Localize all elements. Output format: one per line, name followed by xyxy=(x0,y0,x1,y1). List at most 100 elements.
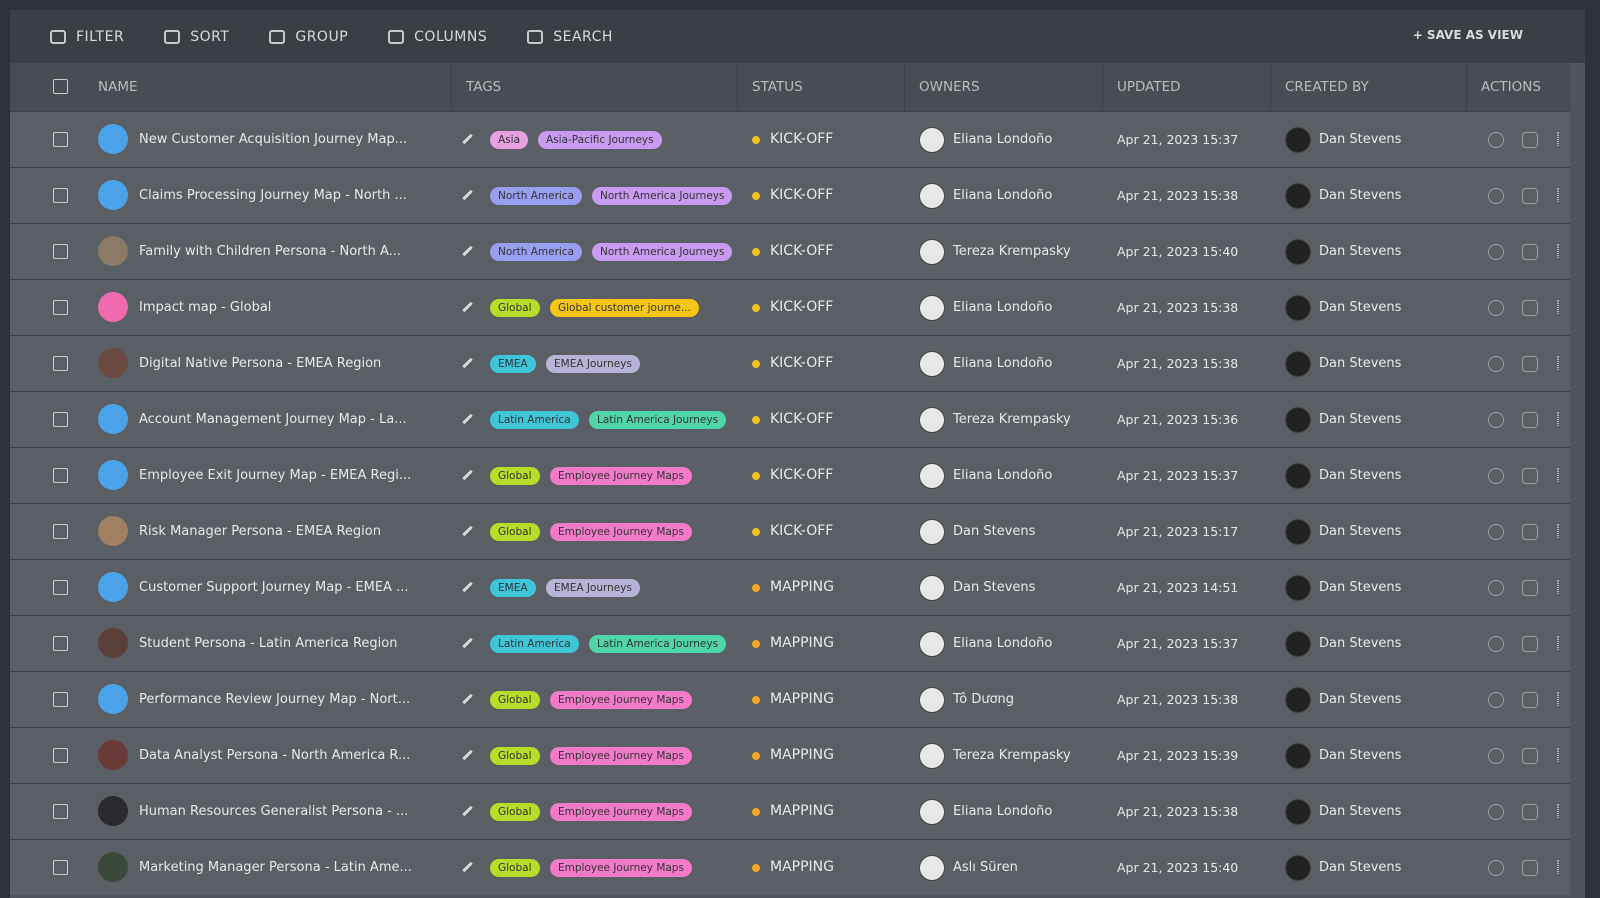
select-all[interactable] xyxy=(53,79,68,94)
more-action[interactable] xyxy=(1557,132,1559,146)
edit-tags[interactable] xyxy=(462,357,473,369)
table-row[interactable]: New Customer Acquisition Journey Map... A… xyxy=(10,111,1570,167)
comment-action[interactable] xyxy=(1488,580,1504,596)
comment-action[interactable] xyxy=(1488,804,1504,820)
duplicate-action[interactable] xyxy=(1522,300,1538,316)
item-name[interactable]: Performance Review Journey Map - Nort... xyxy=(139,692,411,707)
comment-action[interactable] xyxy=(1488,300,1504,316)
duplicate-action[interactable] xyxy=(1522,468,1538,484)
edit-tags[interactable] xyxy=(462,245,473,257)
item-name[interactable]: Marketing Manager Persona - Latin Ame... xyxy=(139,860,412,875)
row-checkbox[interactable] xyxy=(53,356,68,371)
toolbar-button[interactable]: SORT xyxy=(164,29,229,45)
item-name[interactable]: Impact map - Global xyxy=(139,300,272,315)
table-row[interactable]: Risk Manager Persona - EMEA Region Global… xyxy=(10,503,1570,559)
row-checkbox[interactable] xyxy=(53,692,68,707)
table-row[interactable]: Digital Native Persona - EMEA Region EMEA… xyxy=(10,335,1570,391)
toolbar-icon[interactable] xyxy=(388,29,405,44)
toolbar-label[interactable]: COLUMNS xyxy=(414,28,488,45)
more-action[interactable] xyxy=(1557,860,1559,874)
edit-tags[interactable] xyxy=(462,861,473,873)
comment-action[interactable] xyxy=(1488,692,1504,708)
row-checkbox[interactable] xyxy=(53,244,68,259)
duplicate-action[interactable] xyxy=(1522,524,1538,540)
comment-action[interactable] xyxy=(1488,356,1504,372)
table-row[interactable]: Human Resources Generalist Persona - ...… xyxy=(10,783,1570,839)
comment-action[interactable] xyxy=(1488,468,1504,484)
table-row[interactable]: Student Persona - Latin America Region La… xyxy=(10,615,1570,671)
comment-action[interactable] xyxy=(1488,244,1504,260)
table-row[interactable]: Customer Support Journey Map - EMEA ... E… xyxy=(10,559,1570,615)
more-action[interactable] xyxy=(1557,468,1559,482)
toolbar-button[interactable]: SEARCH xyxy=(527,29,613,45)
item-name[interactable]: Student Persona - Latin America Region xyxy=(139,636,398,651)
row-checkbox[interactable] xyxy=(53,132,68,147)
comment-action[interactable] xyxy=(1488,132,1504,148)
edit-tags[interactable] xyxy=(462,469,473,481)
more-action[interactable] xyxy=(1557,356,1559,370)
item-name[interactable]: Human Resources Generalist Persona - ... xyxy=(139,804,409,819)
column-header[interactable]: ACTIONS xyxy=(1481,79,1541,95)
toolbar-label[interactable]: FILTER xyxy=(76,28,125,45)
row-checkbox[interactable] xyxy=(53,468,68,483)
save-as-view[interactable]: + SAVE AS VIEW xyxy=(1412,28,1523,42)
duplicate-action[interactable] xyxy=(1522,580,1538,596)
item-name[interactable]: Customer Support Journey Map - EMEA ... xyxy=(139,580,409,595)
comment-action[interactable] xyxy=(1488,412,1504,428)
column-header[interactable]: TAGS xyxy=(466,79,502,95)
toolbar-label[interactable]: SEARCH xyxy=(553,28,613,45)
item-name[interactable]: Risk Manager Persona - EMEA Region xyxy=(139,524,381,539)
toolbar-button[interactable]: GROUP xyxy=(269,29,348,45)
edit-tags[interactable] xyxy=(462,189,473,201)
duplicate-action[interactable] xyxy=(1522,132,1538,148)
more-action[interactable] xyxy=(1557,580,1559,594)
edit-tags[interactable] xyxy=(462,749,473,761)
item-name[interactable]: Data Analyst Persona - North America R..… xyxy=(139,748,411,763)
more-action[interactable] xyxy=(1557,524,1559,538)
row-checkbox[interactable] xyxy=(53,748,68,763)
duplicate-action[interactable] xyxy=(1522,356,1538,372)
table-row[interactable]: Family with Children Persona - North A..… xyxy=(10,223,1570,279)
item-name[interactable]: Employee Exit Journey Map - EMEA Regi... xyxy=(139,468,412,483)
column-header[interactable]: STATUS xyxy=(752,79,803,95)
row-checkbox[interactable] xyxy=(53,860,68,875)
row-checkbox[interactable] xyxy=(53,804,68,819)
duplicate-action[interactable] xyxy=(1522,692,1538,708)
more-action[interactable] xyxy=(1557,300,1559,314)
edit-tags[interactable] xyxy=(462,581,473,593)
edit-tags[interactable] xyxy=(462,301,473,313)
table-row[interactable]: Impact map - Global Global Global customer… xyxy=(10,279,1570,335)
comment-action[interactable] xyxy=(1488,748,1504,764)
table-row[interactable]: Claims Processing Journey Map - North ..… xyxy=(10,167,1570,223)
column-header[interactable]: OWNERS xyxy=(919,79,980,95)
toolbar-icon[interactable] xyxy=(527,29,544,44)
duplicate-action[interactable] xyxy=(1522,636,1538,652)
toolbar-label[interactable]: SORT xyxy=(190,28,230,45)
table-row[interactable]: Employee Exit Journey Map - EMEA Regi...… xyxy=(10,447,1570,503)
table-row[interactable]: Marketing Manager Persona - Latin Ame...… xyxy=(10,839,1570,895)
toolbar-icon[interactable] xyxy=(164,29,181,44)
row-checkbox[interactable] xyxy=(53,300,68,315)
row-checkbox[interactable] xyxy=(53,412,68,427)
row-checkbox[interactable] xyxy=(53,636,68,651)
duplicate-action[interactable] xyxy=(1522,244,1538,260)
more-action[interactable] xyxy=(1557,636,1559,650)
comment-action[interactable] xyxy=(1488,188,1504,204)
duplicate-action[interactable] xyxy=(1522,860,1538,876)
item-name[interactable]: Account Management Journey Map - La... xyxy=(139,412,407,427)
edit-tags[interactable] xyxy=(462,525,473,537)
save-label[interactable]: SAVE AS VIEW xyxy=(1426,28,1523,42)
more-action[interactable] xyxy=(1557,412,1559,426)
item-name[interactable]: Family with Children Persona - North A..… xyxy=(139,244,402,259)
edit-tags[interactable] xyxy=(462,693,473,705)
edit-tags[interactable] xyxy=(462,637,473,649)
more-action[interactable] xyxy=(1557,692,1559,706)
column-header[interactable]: CREATED BY xyxy=(1285,79,1369,95)
row-checkbox[interactable] xyxy=(53,188,68,203)
edit-tags[interactable] xyxy=(462,805,473,817)
toolbar-button[interactable]: COLUMNS xyxy=(388,29,487,45)
more-action[interactable] xyxy=(1557,188,1559,202)
comment-action[interactable] xyxy=(1488,860,1504,876)
column-header[interactable]: UPDATED xyxy=(1117,79,1181,95)
row-checkbox[interactable] xyxy=(53,524,68,539)
